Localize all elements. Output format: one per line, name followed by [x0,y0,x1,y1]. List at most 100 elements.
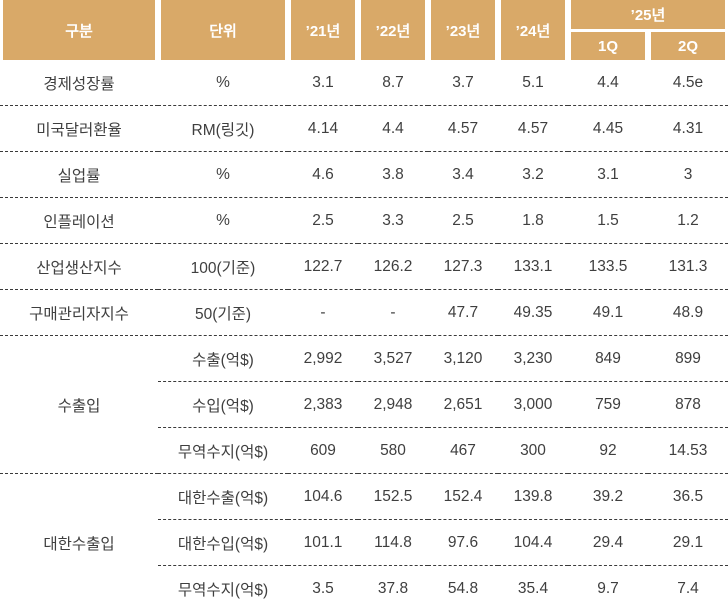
header-category: 구분 [0,0,158,60]
header-year-25: ’25년 [568,0,728,32]
value-cell: 3.8 [358,152,428,198]
value-cell: 3.4 [428,152,498,198]
value-cell: 104.6 [288,474,358,520]
value-cell: 3.1 [288,60,358,106]
value-cell: 4.14 [288,106,358,152]
value-cell: 49.1 [568,290,648,336]
table-row: 대한수출입 대한수출(억$) 104.6 152.5 152.4 139.8 3… [0,474,728,611]
value-cell: 3,230 [498,336,568,382]
row-label: 산업생산지수 [0,244,158,290]
value-cell: 3.3 [358,198,428,244]
table-row: 수입(억$) 2,383 2,948 2,651 3,000 759 878 [0,382,728,428]
table-row: 대한수입(억$) 101.1 114.8 97.6 104.4 29.4 29.… [0,520,728,566]
header-year-24: ’24년 [498,0,568,60]
value-cell: 133.5 [568,244,648,290]
row-label: 인플레이션 [0,198,158,244]
value-cell: 4.45 [568,106,648,152]
row-label: 실업률 [0,152,158,198]
unit-cell: % [158,60,288,106]
value-cell: 36.5 [648,474,728,520]
value-cell: 4.4 [568,60,648,106]
unit-cell: % [158,152,288,198]
value-cell: 2,992 [288,336,358,382]
value-cell: 3.2 [498,152,568,198]
value-cell: 2,948 [358,382,428,428]
table-row: 산업생산지수 100(기준) 122.7 126.2 127.3 133.1 1… [0,244,728,290]
row-group-label: 수출입 [0,336,158,474]
value-cell: 48.9 [648,290,728,336]
value-cell: 1.2 [648,198,728,244]
unit-cell: RM(링깃) [158,106,288,152]
value-cell: 4.6 [288,152,358,198]
value-cell: 92 [568,428,648,474]
value-cell: 122.7 [288,244,358,290]
unit-cell: 수출(억$) [158,336,288,382]
value-cell: 1.8 [498,198,568,244]
value-cell: 29.4 [568,520,648,566]
row-label: 구매관리자지수 [0,290,158,336]
value-cell: 126.2 [358,244,428,290]
value-cell: 878 [648,382,728,428]
unit-cell: 무역수지(억$) [158,428,288,474]
header-unit: 단위 [158,0,288,60]
table-row: 미국달러환율 RM(링깃) 4.14 4.4 4.57 4.57 4.45 4.… [0,106,728,152]
value-cell: 152.5 [358,474,428,520]
value-cell: 4.4 [358,106,428,152]
row-label: 경제성장률 [0,60,158,106]
table-row: 무역수지(억$) 609 580 467 300 92 14.53 [0,428,728,474]
value-cell: 9.7 [568,566,648,611]
value-cell: 580 [358,428,428,474]
unit-cell: 대한수입(억$) [158,520,288,566]
value-cell: 2.5 [428,198,498,244]
value-cell: 7.4 [648,566,728,611]
value-cell: 5.1 [498,60,568,106]
value-cell: 3,527 [358,336,428,382]
table-row: 수출입 수출(억$) 2,992 3,527 3,120 3,230 849 8… [0,336,728,474]
value-cell: 97.6 [428,520,498,566]
row-group-label: 대한수출입 [0,474,158,611]
value-cell: 759 [568,382,648,428]
unit-cell: 50(기준) [158,290,288,336]
header-quarter-1q: 1Q [568,32,648,60]
value-cell: 152.4 [428,474,498,520]
value-cell: 47.7 [428,290,498,336]
value-cell: 8.7 [358,60,428,106]
value-cell: 54.8 [428,566,498,611]
value-cell: 131.3 [648,244,728,290]
unit-cell: % [158,198,288,244]
value-cell: 101.1 [288,520,358,566]
value-cell: 39.2 [568,474,648,520]
value-cell: 49.35 [498,290,568,336]
value-cell: 37.8 [358,566,428,611]
value-cell: - [358,290,428,336]
header-year-22: ’22년 [358,0,428,60]
table-row: 실업률 % 4.6 3.8 3.4 3.2 3.1 3 [0,152,728,198]
value-cell: 14.53 [648,428,728,474]
value-cell: 114.8 [358,520,428,566]
unit-cell: 수입(억$) [158,382,288,428]
unit-cell: 대한수출(억$) [158,474,288,520]
header-quarter-2q: 2Q [648,32,728,60]
value-cell: 104.4 [498,520,568,566]
value-cell: - [288,290,358,336]
value-cell: 2,651 [428,382,498,428]
unit-cell: 100(기준) [158,244,288,290]
header-year-21: ’21년 [288,0,358,60]
value-cell: 127.3 [428,244,498,290]
value-cell: 3.1 [568,152,648,198]
value-cell: 4.57 [498,106,568,152]
value-cell: 35.4 [498,566,568,611]
value-cell: 3,120 [428,336,498,382]
value-cell: 3.7 [428,60,498,106]
value-cell: 467 [428,428,498,474]
value-cell: 3 [648,152,728,198]
value-cell: 300 [498,428,568,474]
table-row: 구매관리자지수 50(기준) - - 47.7 49.35 49.1 48.9 [0,290,728,336]
table-row: 경제성장률 % 3.1 8.7 3.7 5.1 4.4 4.5e [0,60,728,106]
value-cell: 2.5 [288,198,358,244]
value-cell: 2,383 [288,382,358,428]
value-cell: 29.1 [648,520,728,566]
table-row: 인플레이션 % 2.5 3.3 2.5 1.8 1.5 1.2 [0,198,728,244]
